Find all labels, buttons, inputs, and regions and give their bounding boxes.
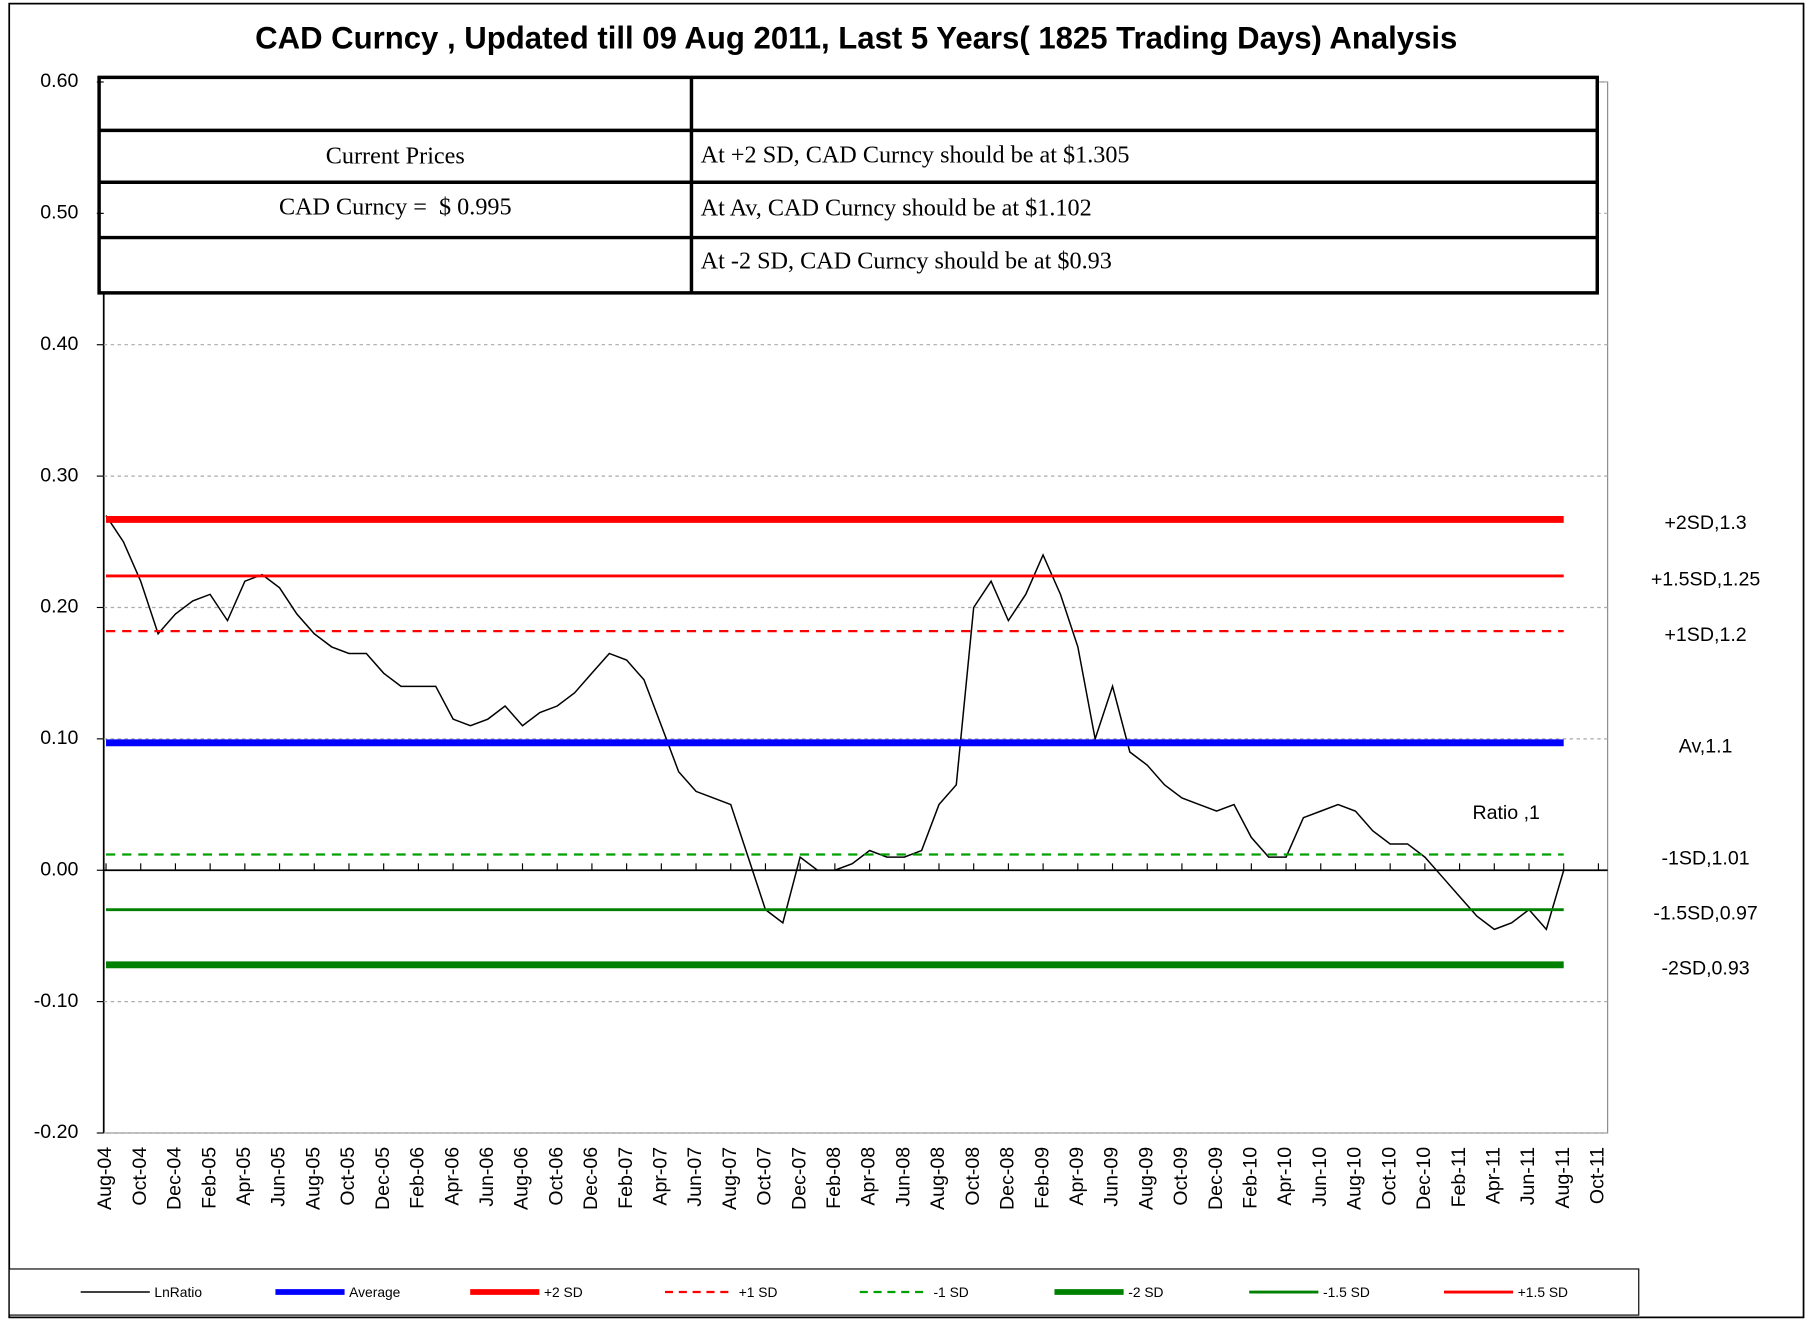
legend-label: LnRatio: [154, 1284, 202, 1300]
x-tick-label: Dec-10: [1413, 1147, 1435, 1210]
x-tick-label: Feb-11: [1448, 1147, 1470, 1208]
x-tick-label: Aug-05: [302, 1147, 324, 1210]
x-tick-label: Jun-09: [1101, 1147, 1123, 1207]
reference-label: -1.5SD,0.97: [1653, 902, 1757, 924]
info-table: Current Prices CAD Curncy = $ 0.995 At +…: [97, 75, 1599, 295]
x-tick-label: Apr-06: [441, 1147, 463, 1206]
table-cell: Current Prices: [326, 143, 465, 170]
annotation: Ratio ,1: [1472, 802, 1539, 824]
x-tick-label: Feb-08: [823, 1147, 845, 1209]
x-tick-label: Jun-10: [1309, 1147, 1331, 1207]
table-cell: At -2 SD, CAD Curncy should be at $0.93: [701, 247, 1112, 274]
y-tick-label: 0.60: [40, 70, 78, 92]
legend-label: Average: [349, 1284, 401, 1300]
reference-label: +1SD,1.2: [1664, 624, 1746, 646]
x-tick-label: Oct-07: [754, 1147, 776, 1206]
x-tick-label: Oct-05: [337, 1147, 359, 1206]
chart-title: CAD Curncy , Updated till 09 Aug 2011, L…: [255, 21, 1457, 56]
legend-label: -2 SD: [1128, 1284, 1163, 1300]
reference-label: +2SD,1.3: [1664, 512, 1746, 534]
x-tick-label: Dec-09: [1205, 1147, 1227, 1210]
x-tick-label: Jun-07: [684, 1147, 706, 1207]
axes: -0.20 -0.10 0.00 0.10 0.20 0.30 0.40 0.50 0.60 Au…: [34, 70, 1761, 1300]
x-tick-label: Oct-11: [1587, 1147, 1609, 1204]
x-tick-label: Feb-05: [198, 1147, 220, 1209]
y-tick-label: 0.30: [40, 464, 78, 486]
x-tick-label: Aug-11: [1552, 1147, 1574, 1209]
table-border: [97, 75, 1599, 295]
legend-label: -1 SD: [933, 1284, 968, 1300]
x-tick-label: Apr-05: [233, 1147, 255, 1206]
x-tick-label: Oct-10: [1378, 1147, 1400, 1206]
x-tick-label: Apr-09: [1066, 1147, 1088, 1206]
legend-label: +2 SD: [544, 1284, 583, 1300]
table-cell: At Av, CAD Curncy should be at $1.102: [701, 194, 1092, 221]
table-bg: [99, 77, 1598, 293]
x-tick-label: Feb-06: [407, 1147, 429, 1209]
x-tick-label: Aug-08: [927, 1147, 949, 1210]
reference-label: -2SD,0.93: [1662, 958, 1750, 980]
x-tick-label: Dec-05: [372, 1147, 394, 1210]
x-tick-label: Oct-09: [1170, 1147, 1192, 1206]
x-tick-label: Apr-08: [858, 1147, 880, 1206]
legend-label: +1.5 SD: [1518, 1284, 1568, 1300]
x-tick-label: Jun-06: [476, 1147, 498, 1207]
x-tick-label: Jun-05: [268, 1147, 290, 1207]
reference-label: +1.5SD,1.25: [1651, 569, 1761, 591]
x-tick-label: Oct-04: [129, 1147, 151, 1206]
x-tick-label: Feb-07: [615, 1147, 637, 1209]
reference-label: Av,1.1: [1679, 736, 1733, 758]
table-cell: At +2 SD, CAD Curncy should be at $1.305: [701, 141, 1130, 168]
y-tick-label: -0.10: [34, 990, 79, 1012]
x-tick-label: Dec-07: [788, 1147, 810, 1210]
x-tick-label: Feb-10: [1240, 1147, 1262, 1209]
table-cell: CAD Curncy = $ 0.995: [279, 193, 512, 220]
legend: [8, 1268, 1640, 1316]
y-tick-label: 0.40: [40, 333, 78, 355]
x-tick-label: Feb-09: [1031, 1147, 1053, 1209]
x-tick-label: Oct-06: [545, 1147, 567, 1206]
x-tick-label: Apr-07: [650, 1147, 672, 1206]
x-tick-label: Aug-04: [94, 1147, 116, 1210]
y-tick-label: 0.20: [40, 596, 78, 618]
x-tick-label: Aug-06: [511, 1147, 533, 1210]
reference-label: -1SD,1.01: [1662, 847, 1750, 869]
y-tick-label: 0.50: [40, 202, 78, 224]
x-tick-label: Apr-11: [1482, 1147, 1504, 1204]
x-tick-label: Jun-11: [1517, 1147, 1539, 1205]
legend-label: -1.5 SD: [1323, 1284, 1370, 1300]
x-tick-label: Aug-07: [719, 1147, 741, 1210]
x-tick-label: Jun-08: [892, 1147, 914, 1207]
x-tick-label: Aug-10: [1344, 1147, 1366, 1210]
legend-label: +1 SD: [739, 1284, 778, 1300]
x-tick-label: Oct-08: [962, 1147, 984, 1206]
x-tick-label: Apr-10: [1274, 1147, 1296, 1206]
y-tick-label: -0.20: [34, 1121, 79, 1143]
x-tick-label: Dec-04: [164, 1147, 186, 1210]
x-tick-label: Aug-09: [1135, 1147, 1157, 1210]
y-tick-label: 0.10: [40, 727, 78, 749]
y-tick-label: 0.00: [40, 858, 78, 880]
x-tick-label: Dec-06: [580, 1147, 602, 1210]
x-tick-label: Dec-08: [997, 1147, 1019, 1210]
